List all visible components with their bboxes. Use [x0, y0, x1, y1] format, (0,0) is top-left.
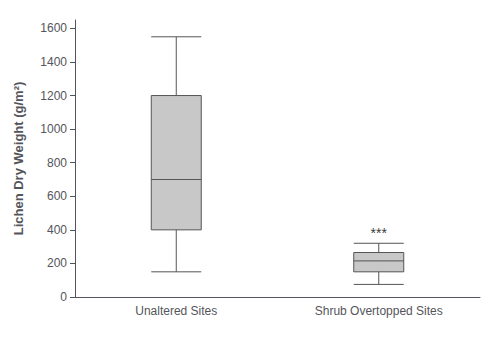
svg-text:0: 0 [60, 290, 67, 304]
svg-text:1200: 1200 [40, 89, 67, 103]
svg-text:1000: 1000 [40, 122, 67, 136]
svg-text:800: 800 [47, 156, 67, 170]
svg-text:Unaltered Sites: Unaltered Sites [135, 304, 217, 318]
svg-text:Shrub Overtopped Sites: Shrub Overtopped Sites [315, 304, 443, 318]
svg-text:***: *** [371, 225, 388, 241]
svg-text:400: 400 [47, 223, 67, 237]
svg-text:Lichen Dry Weight (g/m²): Lichen Dry Weight (g/m²) [11, 82, 26, 236]
svg-text:1600: 1600 [40, 21, 67, 35]
svg-text:200: 200 [47, 256, 67, 270]
svg-text:1400: 1400 [40, 55, 67, 69]
svg-text:600: 600 [47, 189, 67, 203]
